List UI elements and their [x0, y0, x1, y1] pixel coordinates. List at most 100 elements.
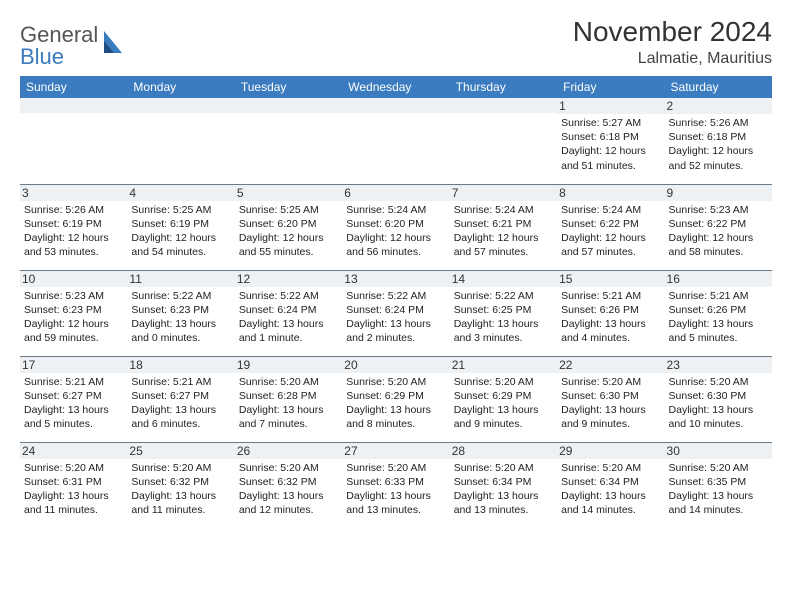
daylight-text: Daylight: 13 hours and 9 minutes. — [454, 403, 553, 431]
sunset-text: Sunset: 6:27 PM — [24, 389, 123, 403]
day-details: Sunrise: 5:20 AMSunset: 6:32 PMDaylight:… — [131, 461, 230, 518]
sunrise-text: Sunrise: 5:20 AM — [454, 461, 553, 475]
sunset-text: Sunset: 6:30 PM — [669, 389, 768, 403]
daylight-text: Daylight: 13 hours and 6 minutes. — [131, 403, 230, 431]
daylight-text: Daylight: 12 hours and 57 minutes. — [454, 231, 553, 259]
weekday-header: Thursday — [450, 76, 557, 98]
day-number: 20 — [342, 357, 449, 373]
day-details: Sunrise: 5:20 AMSunset: 6:28 PMDaylight:… — [239, 375, 338, 432]
brand-logo: General Blue — [20, 16, 124, 68]
sunrise-text: Sunrise: 5:20 AM — [561, 375, 660, 389]
daylight-text: Daylight: 13 hours and 0 minutes. — [131, 317, 230, 345]
daylight-text: Daylight: 13 hours and 9 minutes. — [561, 403, 660, 431]
sunrise-text: Sunrise: 5:20 AM — [454, 375, 553, 389]
sunset-text: Sunset: 6:23 PM — [131, 303, 230, 317]
sunset-text: Sunset: 6:21 PM — [454, 217, 553, 231]
daylight-text: Daylight: 12 hours and 51 minutes. — [561, 144, 660, 172]
day-cell: 20Sunrise: 5:20 AMSunset: 6:29 PMDayligh… — [342, 356, 449, 442]
sunset-text: Sunset: 6:34 PM — [561, 475, 660, 489]
day-cell: 27Sunrise: 5:20 AMSunset: 6:33 PMDayligh… — [342, 442, 449, 528]
day-details: Sunrise: 5:26 AMSunset: 6:19 PMDaylight:… — [24, 203, 123, 260]
sunrise-text: Sunrise: 5:21 AM — [669, 289, 768, 303]
daylight-text: Daylight: 13 hours and 8 minutes. — [346, 403, 445, 431]
daylight-text: Daylight: 13 hours and 7 minutes. — [239, 403, 338, 431]
day-number: 24 — [20, 443, 127, 459]
daylight-text: Daylight: 13 hours and 5 minutes. — [24, 403, 123, 431]
sunrise-text: Sunrise: 5:26 AM — [24, 203, 123, 217]
weekday-header: Wednesday — [342, 76, 449, 98]
sunrise-text: Sunrise: 5:20 AM — [669, 461, 768, 475]
day-number: 25 — [127, 443, 234, 459]
day-cell: 2Sunrise: 5:26 AMSunset: 6:18 PMDaylight… — [665, 98, 772, 184]
day-details: Sunrise: 5:21 AMSunset: 6:26 PMDaylight:… — [561, 289, 660, 346]
sunrise-text: Sunrise: 5:24 AM — [346, 203, 445, 217]
day-details: Sunrise: 5:20 AMSunset: 6:29 PMDaylight:… — [454, 375, 553, 432]
sunset-text: Sunset: 6:19 PM — [24, 217, 123, 231]
day-number: 6 — [342, 185, 449, 201]
calendar-week-row: 17Sunrise: 5:21 AMSunset: 6:27 PMDayligh… — [20, 356, 772, 442]
day-cell: 10Sunrise: 5:23 AMSunset: 6:23 PMDayligh… — [20, 270, 127, 356]
day-details: Sunrise: 5:20 AMSunset: 6:32 PMDaylight:… — [239, 461, 338, 518]
day-details: Sunrise: 5:20 AMSunset: 6:30 PMDaylight:… — [561, 375, 660, 432]
day-number: 27 — [342, 443, 449, 459]
day-details: Sunrise: 5:24 AMSunset: 6:20 PMDaylight:… — [346, 203, 445, 260]
day-number: 5 — [235, 185, 342, 201]
daylight-text: Daylight: 13 hours and 2 minutes. — [346, 317, 445, 345]
day-cell: 12 Sunrise: 5:22 AMSunset: 6:24 PMDayligh… — [235, 270, 342, 356]
page-header: General Blue November 2024 Lalmatie, Mau… — [20, 16, 772, 68]
day-number: 21 — [450, 357, 557, 373]
day-details: Sunrise: 5:21 AMSunset: 6:27 PMDaylight:… — [131, 375, 230, 432]
day-number-empty — [450, 98, 557, 113]
day-number: 26 — [235, 443, 342, 459]
day-details: Sunrise: 5:22 AMSunset: 6:25 PMDaylight:… — [454, 289, 553, 346]
calendar-body: 1Sunrise: 5:27 AMSunset: 6:18 PMDaylight… — [20, 98, 772, 528]
calendar-week-row: 24Sunrise: 5:20 AMSunset: 6:31 PMDayligh… — [20, 442, 772, 528]
daylight-text: Daylight: 12 hours and 58 minutes. — [669, 231, 768, 259]
sunset-text: Sunset: 6:26 PM — [669, 303, 768, 317]
weekday-header: Saturday — [665, 76, 772, 98]
daylight-text: Daylight: 13 hours and 13 minutes. — [346, 489, 445, 517]
weekday-header: Monday — [127, 76, 234, 98]
day-number: 12 — [235, 271, 342, 287]
weekday-header: Tuesday — [235, 76, 342, 98]
sunset-text: Sunset: 6:27 PM — [131, 389, 230, 403]
daylight-text: Daylight: 12 hours and 53 minutes. — [24, 231, 123, 259]
day-number: 19 — [235, 357, 342, 373]
sunset-text: Sunset: 6:33 PM — [346, 475, 445, 489]
sunrise-text: Sunrise: 5:22 AM — [346, 289, 445, 303]
day-number: 13 — [342, 271, 449, 287]
sunrise-text: Sunrise: 5:24 AM — [454, 203, 553, 217]
day-cell — [235, 98, 342, 184]
sunset-text: Sunset: 6:20 PM — [239, 217, 338, 231]
day-cell — [20, 98, 127, 184]
weekday-header-row: Sunday Monday Tuesday Wednesday Thursday… — [20, 76, 772, 98]
day-cell: 14Sunrise: 5:22 AMSunset: 6:25 PMDayligh… — [450, 270, 557, 356]
sunset-text: Sunset: 6:20 PM — [346, 217, 445, 231]
day-cell: 25 Sunrise: 5:20 AMSunset: 6:32 PMDayligh… — [127, 442, 234, 528]
daylight-text: Daylight: 13 hours and 4 minutes. — [561, 317, 660, 345]
sunrise-text: Sunrise: 5:22 AM — [239, 289, 338, 303]
sunrise-text: Sunrise: 5:23 AM — [669, 203, 768, 217]
day-details: Sunrise: 5:25 AMSunset: 6:20 PMDaylight:… — [239, 203, 338, 260]
day-cell: 22Sunrise: 5:20 AMSunset: 6:30 PMDayligh… — [557, 356, 664, 442]
daylight-text: Daylight: 13 hours and 3 minutes. — [454, 317, 553, 345]
day-number: 3 — [20, 185, 127, 201]
day-cell: 3 Sunrise: 5:26 AMSunset: 6:19 PMDaylight… — [20, 184, 127, 270]
sunset-text: Sunset: 6:23 PM — [24, 303, 123, 317]
calendar-week-row: 10Sunrise: 5:23 AMSunset: 6:23 PMDayligh… — [20, 270, 772, 356]
day-number: 11 — [127, 271, 234, 287]
calendar-grid: Sunday Monday Tuesday Wednesday Thursday… — [20, 76, 772, 528]
day-cell: 30Sunrise: 5:20 AMSunset: 6:35 PMDayligh… — [665, 442, 772, 528]
day-details: Sunrise: 5:27 AMSunset: 6:18 PMDaylight:… — [561, 116, 660, 173]
sail-icon — [102, 29, 124, 62]
day-details: Sunrise: 5:22 AMSunset: 6:24 PMDaylight:… — [239, 289, 338, 346]
day-cell: 24Sunrise: 5:20 AMSunset: 6:31 PMDayligh… — [20, 442, 127, 528]
daylight-text: Daylight: 13 hours and 12 minutes. — [239, 489, 338, 517]
sunset-text: Sunset: 6:22 PM — [561, 217, 660, 231]
day-cell: 6 Sunrise: 5:24 AMSunset: 6:20 PMDaylight… — [342, 184, 449, 270]
day-number-empty — [20, 98, 127, 113]
day-cell: 1Sunrise: 5:27 AMSunset: 6:18 PMDaylight… — [557, 98, 664, 184]
sunset-text: Sunset: 6:35 PM — [669, 475, 768, 489]
day-cell: 15Sunrise: 5:21 AMSunset: 6:26 PMDayligh… — [557, 270, 664, 356]
title-block: November 2024 Lalmatie, Mauritius — [573, 16, 772, 68]
